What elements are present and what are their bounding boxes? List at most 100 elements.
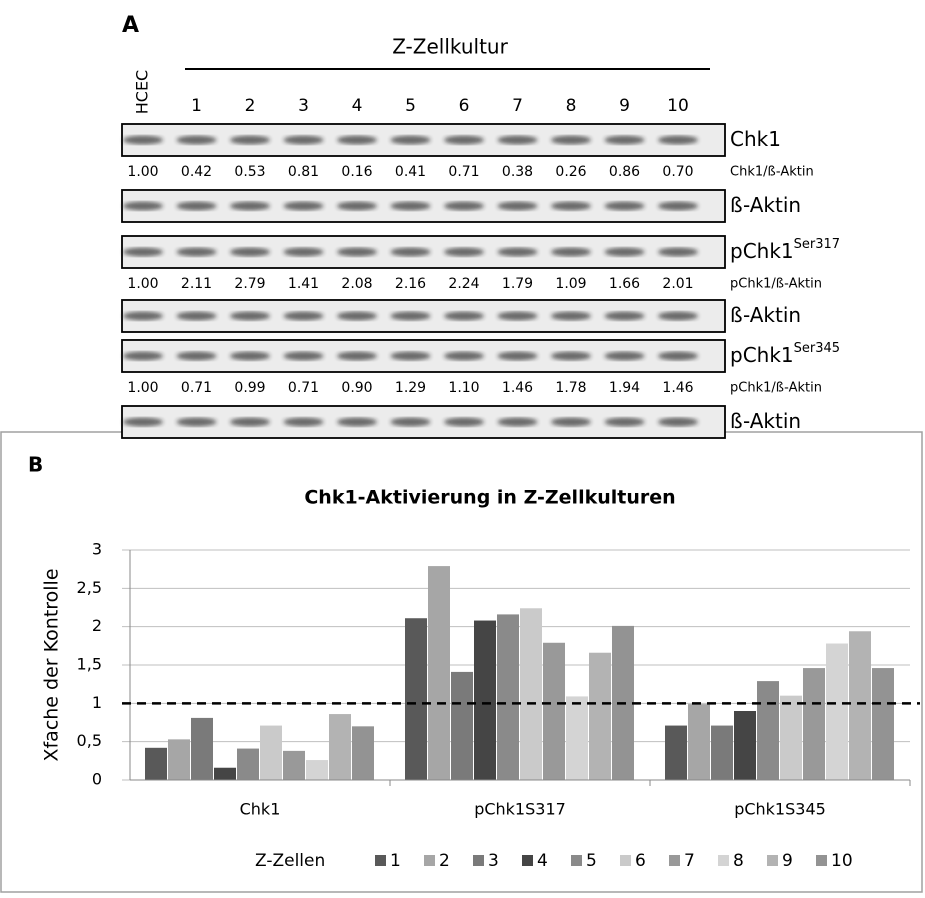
blot-label: ß-Aktin	[730, 409, 801, 433]
ratio-value: 2.11	[181, 276, 212, 292]
ratio-value: 1.10	[448, 380, 479, 396]
bar	[260, 725, 282, 780]
y-tick-label: 3	[92, 540, 102, 559]
band	[337, 247, 377, 257]
band	[497, 201, 538, 211]
band	[444, 311, 484, 321]
ratio-value: 1.41	[288, 276, 319, 292]
band	[390, 417, 431, 427]
legend-label: 6	[635, 851, 646, 871]
band	[283, 351, 324, 361]
lane-label: 4	[352, 96, 363, 116]
blot-label: pChk1Ser345	[730, 341, 840, 367]
bar	[352, 726, 374, 780]
bar	[665, 725, 687, 780]
bar	[497, 614, 519, 780]
bar	[711, 725, 733, 780]
band	[123, 351, 163, 361]
band	[123, 135, 163, 145]
bar	[543, 642, 565, 780]
group-label: Z-Zellkultur	[392, 35, 508, 59]
band	[497, 311, 538, 321]
band	[658, 311, 698, 321]
ratio-value: 0.26	[555, 164, 586, 180]
y-tick-label: 2,5	[77, 578, 102, 597]
band	[604, 351, 645, 361]
ratio-value: 0.16	[341, 164, 372, 180]
band	[604, 135, 645, 145]
ratio-value: 0.42	[181, 164, 212, 180]
ratio-value: 2.79	[234, 276, 265, 292]
band	[390, 351, 431, 361]
band	[497, 417, 538, 427]
band	[176, 201, 217, 211]
ratio-value: 1.00	[127, 276, 158, 292]
band	[176, 247, 217, 257]
band	[390, 247, 431, 257]
band	[658, 417, 698, 427]
x-tick-label: pChk1S345	[734, 800, 826, 819]
legend-label: 4	[537, 851, 548, 871]
band	[444, 351, 484, 361]
ratio-value: 1.46	[502, 380, 533, 396]
band	[444, 247, 484, 257]
blot-label: ß-Aktin	[730, 193, 801, 217]
bar	[283, 750, 305, 780]
band	[497, 135, 538, 145]
band	[658, 201, 698, 211]
band	[337, 135, 377, 145]
band	[658, 247, 698, 257]
ratio-value: 0.99	[234, 380, 265, 396]
blot-label-superscript: Ser345	[794, 341, 840, 356]
legend-label: 9	[782, 851, 793, 871]
band	[390, 311, 431, 321]
bar	[589, 652, 611, 780]
legend-swatch	[375, 855, 386, 866]
legend-swatch	[424, 855, 435, 866]
lane-label: 5	[405, 96, 416, 116]
bar	[849, 631, 871, 780]
legend-label: 8	[733, 851, 744, 871]
panel-b-frame	[0, 431, 923, 893]
band	[123, 311, 163, 321]
band	[123, 417, 163, 427]
ratio-value: 0.70	[662, 164, 693, 180]
blot-label: pChk1Ser317	[730, 237, 840, 263]
band	[283, 135, 324, 145]
band	[658, 135, 698, 145]
legend-swatch	[620, 855, 631, 866]
bar	[451, 671, 473, 780]
lane-label: 10	[667, 96, 689, 116]
lane-label: 2	[245, 96, 256, 116]
band	[604, 247, 645, 257]
ratio-value: 1.00	[127, 164, 158, 180]
band	[551, 135, 591, 145]
blot-label-superscript: Ser317	[794, 237, 840, 252]
ratio-label: Chk1/ß-Aktin	[730, 165, 814, 180]
band	[230, 201, 270, 211]
band	[551, 351, 591, 361]
legend-swatch	[669, 855, 680, 866]
band	[444, 135, 484, 145]
band	[230, 351, 270, 361]
band	[444, 417, 484, 427]
ratio-value: 1.46	[662, 380, 693, 396]
ratio-value: 2.08	[341, 276, 372, 292]
bar	[214, 767, 236, 780]
x-tick-label: Chk1	[240, 800, 281, 819]
band	[337, 311, 377, 321]
band	[230, 311, 270, 321]
bar	[474, 620, 496, 780]
bar	[145, 747, 167, 780]
ratio-value: 1.00	[127, 380, 158, 396]
band	[176, 135, 217, 145]
band	[230, 247, 270, 257]
bar	[329, 714, 351, 780]
lane-label: 6	[459, 96, 470, 116]
chart-title: Chk1-Aktivierung in Z-Zellkulturen	[304, 487, 675, 509]
bar	[872, 668, 894, 780]
band	[551, 311, 591, 321]
ratio-value: 0.81	[288, 164, 319, 180]
ratio-value: 0.53	[234, 164, 265, 180]
band	[658, 351, 698, 361]
